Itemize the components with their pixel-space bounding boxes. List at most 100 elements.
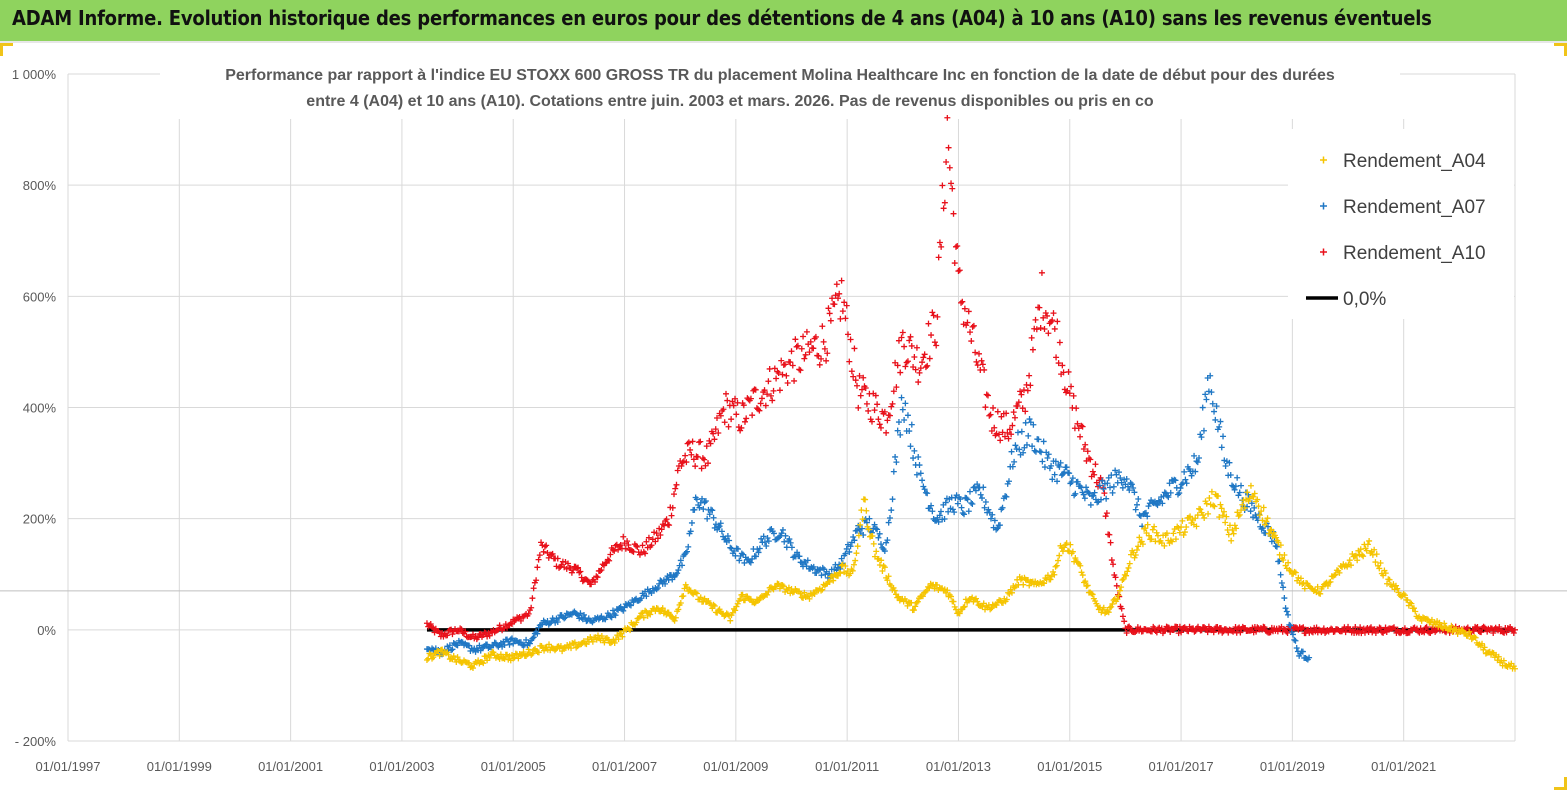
data-point <box>833 281 840 288</box>
data-point <box>1265 530 1272 537</box>
data-point <box>1215 493 1222 500</box>
data-point <box>1272 543 1279 550</box>
data-point <box>436 652 443 659</box>
legend-item-rendement-a10: Rendement_A10 <box>1320 243 1486 264</box>
data-point <box>982 498 989 505</box>
frame-corner-bottom-right <box>1554 777 1567 790</box>
data-point <box>625 541 632 548</box>
data-point <box>1106 531 1113 538</box>
data-point <box>764 534 771 541</box>
data-point <box>1218 505 1225 512</box>
data-point <box>928 502 935 509</box>
data-point <box>1471 633 1478 640</box>
data-point <box>851 345 858 352</box>
data-point <box>877 424 884 431</box>
data-point <box>1028 334 1035 341</box>
data-point <box>763 543 770 550</box>
data-point <box>915 453 922 460</box>
data-point <box>611 639 618 646</box>
data-point <box>1181 468 1188 475</box>
data-point <box>1029 346 1036 353</box>
data-point <box>819 323 826 330</box>
data-point <box>668 512 675 519</box>
data-point <box>674 570 681 577</box>
data-point <box>943 159 950 166</box>
data-point <box>556 564 563 571</box>
data-point <box>1182 476 1189 483</box>
data-point <box>1115 592 1122 599</box>
data-point <box>888 507 895 514</box>
data-point <box>1025 432 1032 439</box>
data-point <box>1091 489 1098 496</box>
data-point <box>820 338 827 345</box>
data-point <box>612 612 619 619</box>
data-point <box>871 407 878 414</box>
data-point <box>1204 629 1211 636</box>
data-point <box>749 412 756 419</box>
data-point <box>760 594 767 601</box>
data-point <box>1503 629 1510 636</box>
data-point <box>854 543 861 550</box>
data-point <box>901 343 908 350</box>
data-point <box>491 639 498 646</box>
data-point <box>950 598 957 605</box>
data-point <box>511 654 518 661</box>
data-point <box>924 362 931 369</box>
data-point <box>902 363 909 370</box>
data-point <box>1087 501 1094 508</box>
data-point <box>1132 506 1139 513</box>
data-point <box>894 362 901 369</box>
data-point <box>1084 448 1091 455</box>
data-point <box>423 657 430 664</box>
data-point <box>825 305 832 312</box>
data-point <box>684 440 691 447</box>
data-point <box>591 578 598 585</box>
data-point <box>1178 629 1185 636</box>
data-point <box>913 599 920 606</box>
data-point <box>1407 599 1414 606</box>
series-layer <box>423 114 1518 672</box>
data-point <box>930 312 937 319</box>
data-point <box>1282 605 1289 612</box>
data-point <box>1009 463 1016 470</box>
data-point <box>921 486 928 493</box>
data-point <box>974 598 981 605</box>
data-point <box>1254 496 1261 503</box>
data-point <box>841 299 848 306</box>
data-point <box>1263 518 1270 525</box>
data-point <box>1066 470 1073 477</box>
data-point <box>752 553 759 560</box>
data-point <box>818 572 825 579</box>
data-point <box>872 525 879 532</box>
data-point <box>956 267 963 274</box>
data-point <box>876 421 883 428</box>
data-point <box>725 423 732 430</box>
data-point <box>779 582 786 589</box>
data-point <box>1079 423 1086 430</box>
data-point <box>694 453 701 460</box>
data-point <box>881 564 888 571</box>
data-point <box>1238 507 1245 514</box>
data-point <box>1171 476 1178 483</box>
data-point <box>608 614 615 621</box>
data-point <box>764 591 771 598</box>
data-point <box>1127 625 1134 632</box>
data-point <box>1142 509 1149 516</box>
data-point <box>913 471 920 478</box>
data-point <box>1069 548 1076 555</box>
data-point <box>652 538 659 545</box>
data-point <box>855 532 862 539</box>
data-point <box>1054 478 1061 485</box>
data-point <box>577 568 584 575</box>
data-point <box>730 402 737 409</box>
data-point <box>1352 552 1359 559</box>
data-point <box>693 590 700 597</box>
data-point <box>827 317 834 324</box>
data-point <box>752 386 759 393</box>
data-point <box>1192 515 1199 522</box>
data-point <box>895 419 902 426</box>
data-point <box>980 484 987 491</box>
legend-label: Rendement_A07 <box>1343 197 1486 218</box>
data-point <box>530 585 537 592</box>
data-point <box>907 333 914 340</box>
